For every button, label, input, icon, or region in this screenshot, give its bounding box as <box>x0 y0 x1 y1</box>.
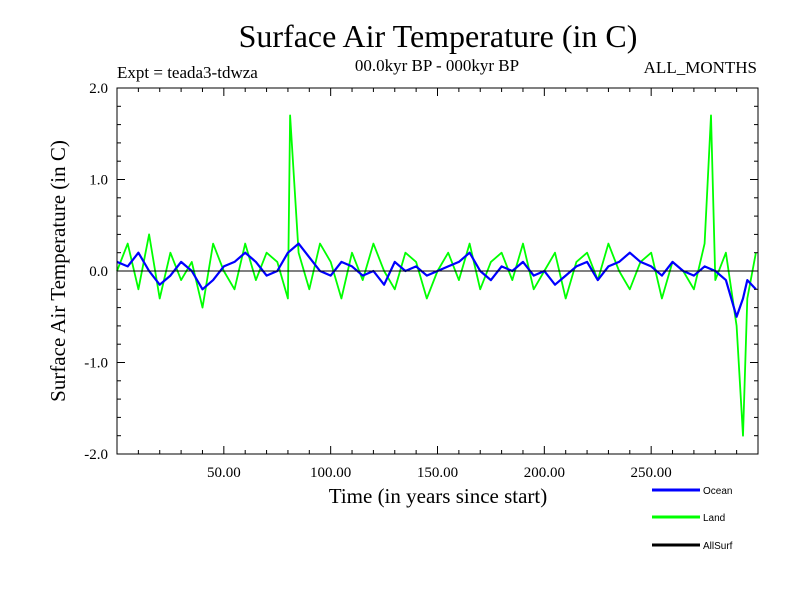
y-axis-label: Surface Air Temperature (in C) <box>46 140 70 402</box>
legend-label-land: Land <box>703 513 725 524</box>
x-tick-label: 150.00 <box>417 465 458 481</box>
axis-ticks: 50.00 100.00 150.00 200.00 250.00 -2.0 -1.0 0.0… <box>84 81 758 481</box>
y-tick-label: 1.0 <box>89 173 108 189</box>
subtitle-right: ALL_MONTHS <box>644 58 757 77</box>
series-line-land <box>116 114 757 437</box>
chart-title: Surface Air Temperature (in C) <box>239 18 638 54</box>
x-axis-label: Time (in years since start) <box>329 484 548 508</box>
subtitle-left: Expt = teada3-tdwza <box>117 63 258 82</box>
legend-label-allsurf: AllSurf <box>703 541 733 552</box>
y-tick-label: 0.0 <box>89 264 108 280</box>
legend-label-ocean: Ocean <box>703 486 732 497</box>
x-tick-label: 200.00 <box>524 465 565 481</box>
y-tick-label: -2.0 <box>84 447 108 463</box>
y-tick-label: 2.0 <box>89 81 108 97</box>
x-tick-label: 50.00 <box>207 465 241 481</box>
subtitle-center: 00.0kyr BP - 000kyr BP <box>355 56 519 75</box>
series-line-ocean <box>116 242 757 318</box>
land-series <box>116 114 757 437</box>
x-tick-label: 100.00 <box>310 465 351 481</box>
legend: Ocean Land AllSurf <box>652 486 733 552</box>
x-tick-label: 250.00 <box>631 465 672 481</box>
y-tick-label: -1.0 <box>84 356 108 372</box>
ocean-series <box>116 242 757 318</box>
